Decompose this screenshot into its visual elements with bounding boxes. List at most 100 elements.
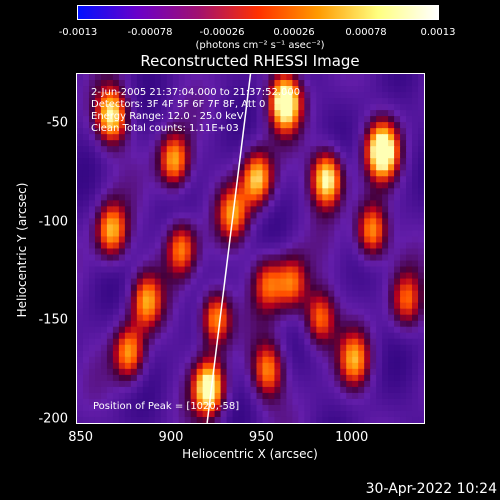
heatmap-cell bbox=[406, 128, 413, 135]
heatmap-cell bbox=[136, 380, 144, 388]
heatmap-cell bbox=[238, 320, 246, 328]
heatmap-cell bbox=[88, 134, 96, 141]
heatmap-cell bbox=[418, 164, 425, 171]
heatmap-cell bbox=[190, 368, 198, 376]
heatmap-cell bbox=[250, 392, 258, 400]
heatmap-cell bbox=[298, 206, 305, 213]
heatmap-cell bbox=[172, 350, 180, 358]
heatmap-cell bbox=[388, 254, 395, 262]
heatmap-cell bbox=[418, 200, 425, 207]
heatmap-cell bbox=[94, 164, 102, 171]
heatmap-cell bbox=[190, 140, 198, 147]
heatmap-cell bbox=[376, 188, 383, 195]
heatmap-cell bbox=[88, 86, 96, 93]
heatmap-cell bbox=[244, 404, 252, 412]
heatmap-cell bbox=[370, 206, 377, 213]
heatmap-cell bbox=[220, 236, 228, 244]
heatmap-cell bbox=[352, 200, 359, 207]
heatmap-cell bbox=[208, 200, 216, 207]
heatmap-cell bbox=[262, 212, 270, 220]
heatmap-cell bbox=[238, 74, 246, 81]
heatmap-cell bbox=[238, 314, 246, 322]
heatmap-cell bbox=[160, 338, 168, 346]
heatmap-cell bbox=[406, 404, 413, 412]
heatmap-cell bbox=[130, 416, 138, 424]
heatmap-cell bbox=[190, 374, 198, 382]
heatmap-cell bbox=[166, 122, 174, 129]
heatmap-cell bbox=[106, 152, 114, 159]
heatmap-cell bbox=[280, 416, 287, 424]
heatmap-cell bbox=[148, 86, 156, 93]
heatmap-cell bbox=[340, 164, 347, 171]
heatmap-cell bbox=[124, 110, 132, 117]
heatmap-cell bbox=[328, 236, 335, 244]
heatmap-cell bbox=[376, 350, 383, 358]
heatmap-cell bbox=[130, 206, 138, 213]
heatmap-cell bbox=[394, 164, 401, 171]
heatmap-cell bbox=[298, 128, 305, 135]
heatmap-cell bbox=[82, 338, 90, 346]
heatmap-cell bbox=[142, 278, 150, 286]
heatmap-cell bbox=[118, 164, 126, 171]
heatmap-cell bbox=[118, 188, 126, 195]
heatmap-cell bbox=[256, 230, 264, 238]
heatmap-cell bbox=[388, 236, 395, 244]
heatmap-cell bbox=[298, 86, 305, 93]
heatmap-cell bbox=[130, 158, 138, 165]
heatmap-cell bbox=[82, 416, 90, 424]
heatmap-cell bbox=[148, 152, 156, 159]
heatmap-cell bbox=[370, 350, 377, 358]
heatmap-cell bbox=[364, 152, 371, 159]
heatmap-cell bbox=[274, 140, 282, 147]
heatmap-cell bbox=[88, 350, 96, 358]
heatmap-cell bbox=[310, 314, 317, 322]
heatmap-cell bbox=[268, 260, 276, 268]
heatmap-cell bbox=[244, 290, 252, 298]
heatmap-cell bbox=[88, 392, 96, 400]
heatmap-cell bbox=[166, 194, 174, 201]
heatmap-cell bbox=[364, 398, 371, 406]
heatmap-cell bbox=[184, 116, 192, 123]
heatmap-cell bbox=[184, 200, 192, 207]
heatmap-cell bbox=[316, 194, 323, 201]
heatmap-cell bbox=[82, 110, 90, 117]
heatmap-cell bbox=[388, 410, 395, 418]
heatmap-cell bbox=[322, 188, 329, 195]
heatmap-cell bbox=[376, 368, 383, 376]
heatmap-cell bbox=[244, 260, 252, 268]
heatmap-cell bbox=[208, 188, 216, 195]
heatmap-cell bbox=[106, 98, 114, 105]
heatmap-cell bbox=[202, 320, 210, 328]
heatmap-cell bbox=[136, 368, 144, 376]
heatmap-cell bbox=[202, 368, 210, 376]
heatmap-cell bbox=[346, 380, 353, 388]
heatmap-cell bbox=[328, 134, 335, 141]
heatmap-cell bbox=[184, 260, 192, 268]
heatmap-cell bbox=[196, 302, 204, 310]
heatmap-cell bbox=[208, 122, 216, 129]
heatmap-cell bbox=[352, 404, 359, 412]
heatmap-cell bbox=[214, 278, 222, 286]
heatmap-cell bbox=[250, 278, 258, 286]
heatmap-cell bbox=[178, 290, 186, 298]
heatmap-cell bbox=[208, 104, 216, 111]
heatmap-cell bbox=[166, 338, 174, 346]
heatmap-cell bbox=[184, 284, 192, 292]
heatmap-cell bbox=[94, 170, 102, 177]
heatmap-cell bbox=[232, 248, 240, 256]
heatmap-cell bbox=[100, 212, 108, 220]
heatmap-cell bbox=[100, 308, 108, 316]
heatmap-cell bbox=[352, 350, 359, 358]
heatmap-cell bbox=[340, 182, 347, 189]
heatmap-cell bbox=[124, 212, 132, 220]
heatmap-cell bbox=[310, 152, 317, 159]
heatmap-cell bbox=[130, 308, 138, 316]
heatmap-cell bbox=[328, 140, 335, 147]
heatmap-cell bbox=[418, 326, 425, 334]
heatmap-cell bbox=[88, 182, 96, 189]
heatmap-cell bbox=[370, 374, 377, 382]
heatmap-cell bbox=[190, 176, 198, 183]
heatmap-cell bbox=[220, 320, 228, 328]
heatmap-cell bbox=[406, 176, 413, 183]
heatmap-cell bbox=[112, 218, 120, 226]
